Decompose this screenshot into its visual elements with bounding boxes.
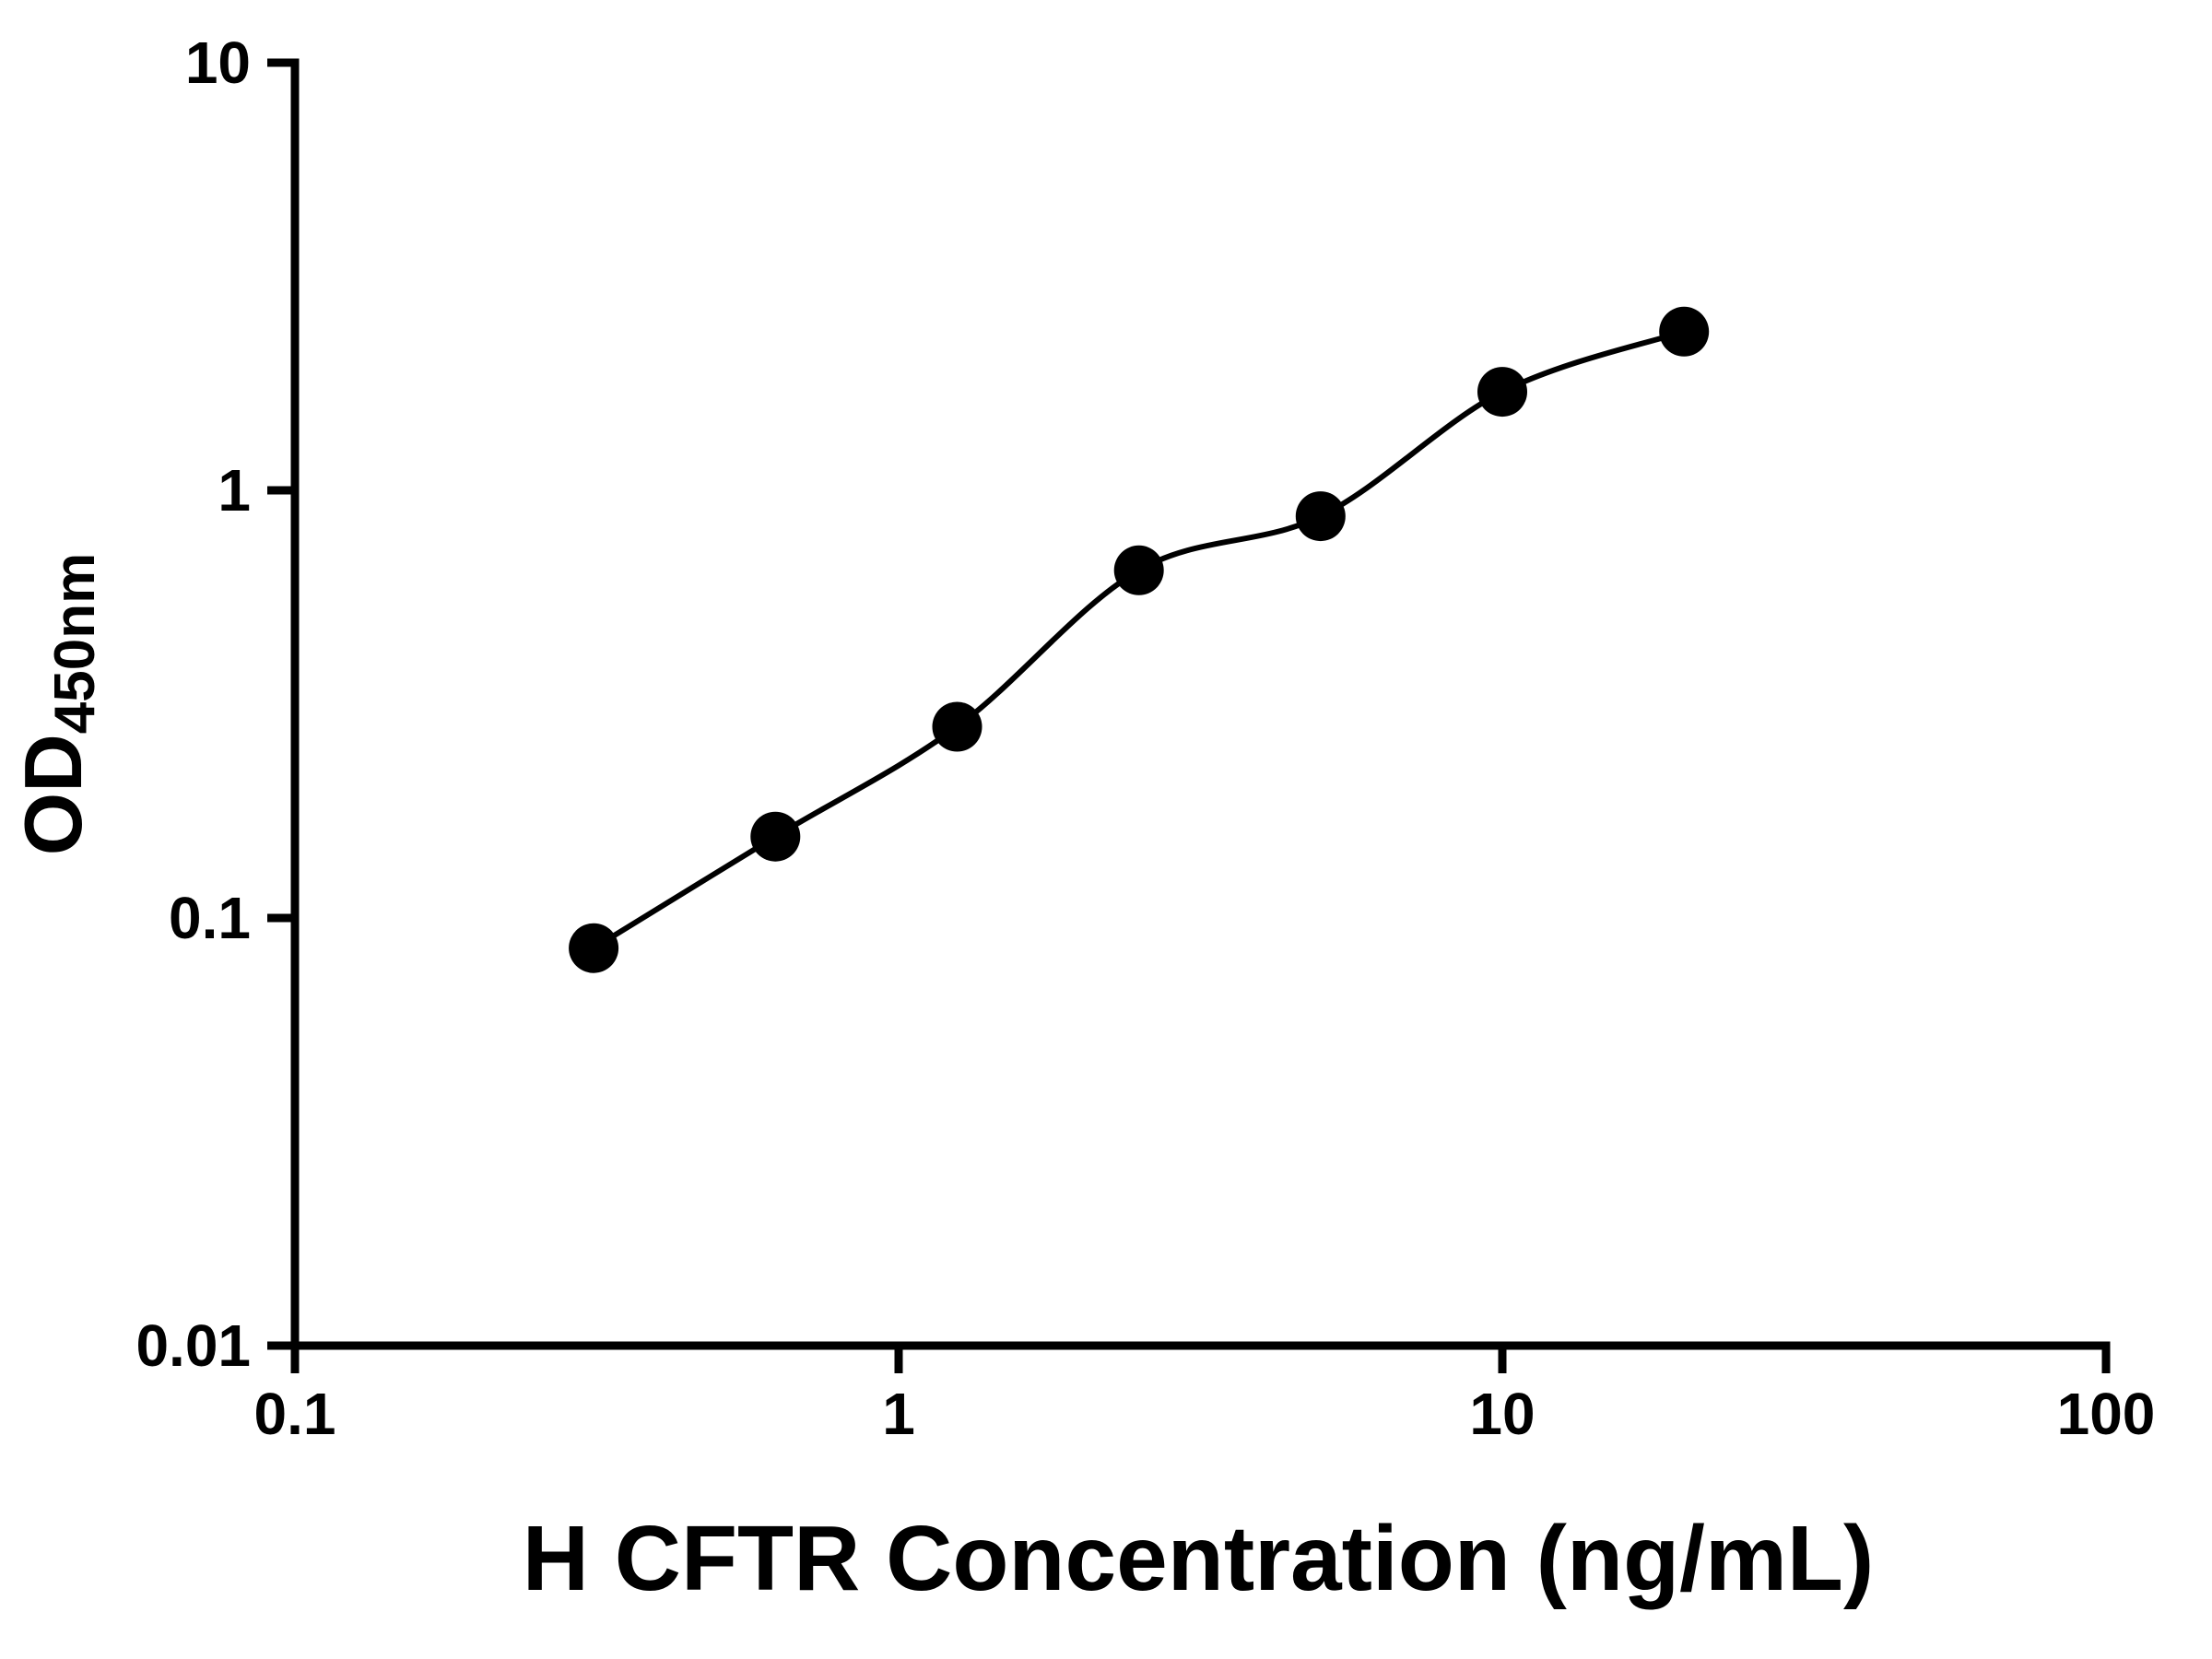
data-point bbox=[1295, 491, 1346, 542]
fit-curve bbox=[592, 328, 1686, 951]
axis-frame bbox=[290, 58, 2111, 1350]
data-point bbox=[1113, 545, 1164, 595]
data-point bbox=[1659, 306, 1710, 357]
y-axis-title: OD450nm bbox=[7, 553, 107, 855]
x-tick-label: 0.1 bbox=[254, 1381, 336, 1447]
y-tick-label: 1 bbox=[218, 457, 251, 524]
y-tick-label: 10 bbox=[185, 29, 251, 96]
x-axis-title: H CFTR Concentration (ng/mL) bbox=[523, 1507, 1875, 1610]
fit-curve-layer bbox=[592, 328, 1686, 951]
x-tick-label: 10 bbox=[1469, 1381, 1535, 1447]
y-tick-label: 0.01 bbox=[135, 1312, 251, 1379]
y-tick-label: 0.1 bbox=[169, 885, 251, 951]
x-tick-label: 1 bbox=[882, 1381, 915, 1447]
data-point bbox=[932, 701, 982, 752]
data-point bbox=[750, 811, 801, 862]
x-tick-label: 100 bbox=[2057, 1381, 2156, 1447]
data-point bbox=[569, 923, 619, 973]
y-axis-title-main: OD bbox=[7, 734, 99, 855]
y-axis-title-subscript: 450nm bbox=[43, 553, 107, 734]
data-point bbox=[1477, 367, 1527, 418]
data-point-layer bbox=[569, 306, 1710, 973]
axis-layer bbox=[267, 58, 2111, 1373]
